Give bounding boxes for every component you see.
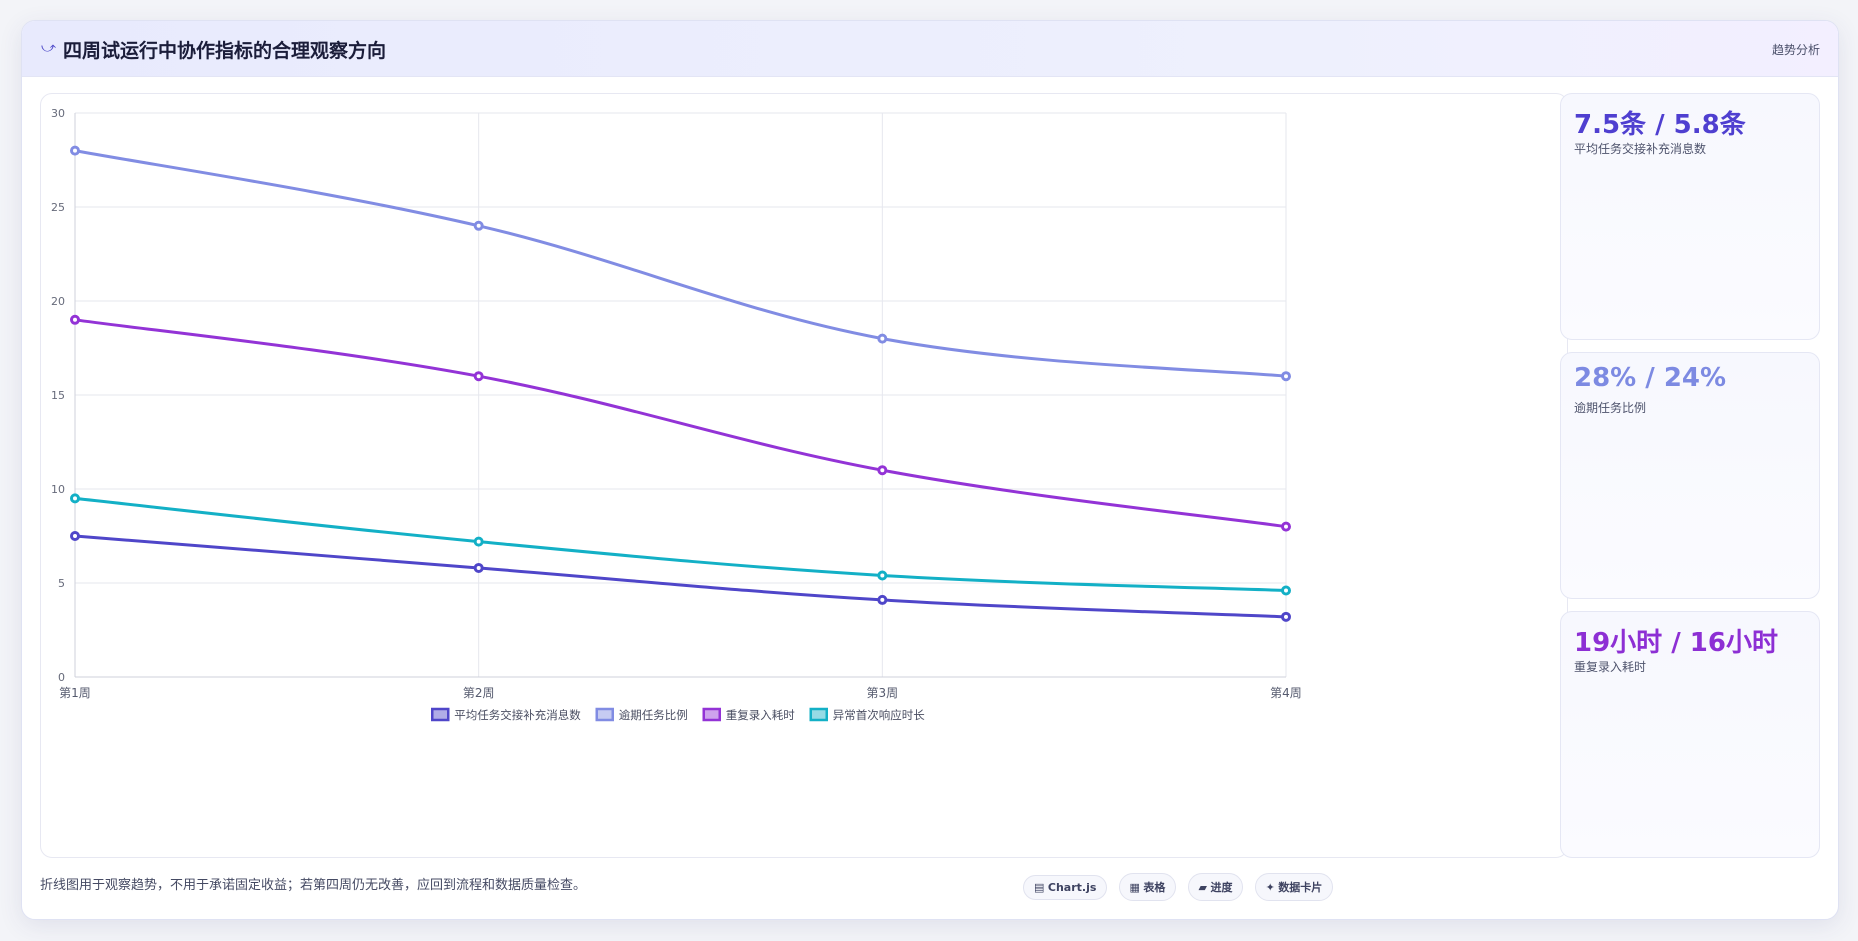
data-point — [877, 465, 888, 476]
page-title: 四周试运行中协作指标的合理观察方向 — [63, 40, 387, 62]
kpi-card-handoff-messages: 7.5条 / 5.8条 平均任务交接补充消息数 — [1560, 93, 1820, 340]
header-bar: ⤻ 四周试运行中协作指标的合理观察方向 趋势分析 — [22, 21, 1838, 77]
data-point — [473, 536, 484, 547]
data-point — [70, 145, 80, 156]
data-point — [877, 570, 888, 581]
data-point — [1281, 521, 1291, 532]
y-tick-label: 5 — [58, 577, 65, 590]
data-point — [1281, 371, 1291, 382]
y-tick-label: 20 — [51, 295, 65, 308]
data-point — [473, 220, 484, 231]
kpi-card-overdue-ratio: 28% / 24% 逾期任务比例 — [1560, 352, 1820, 599]
y-tick-label: 25 — [51, 201, 65, 214]
legend-swatch-1 — [595, 707, 614, 722]
y-tick-label: 15 — [51, 389, 65, 402]
kpi-value: 7.5条 / 5.8条 — [1574, 110, 1746, 140]
chip-chartjs[interactable]: ▤ Chart.js — [1023, 875, 1108, 900]
legend-label-3: 异常首次响应时长 — [833, 708, 925, 722]
series-line-2 — [74, 318, 1287, 529]
kpi-card-reentry-time: 19小时 / 16小时 重复录入耗时 — [1560, 611, 1820, 858]
kpi-label: 平均任务交接补充消息数 — [1574, 142, 1707, 156]
legend-swatch-0 — [431, 707, 450, 722]
series-line-1 — [74, 149, 1287, 378]
y-tick-label: 30 — [51, 107, 65, 120]
chip-progress[interactable]: ▰ 进度 — [1187, 873, 1244, 901]
trend-analysis-tag: 趋势分析 — [1771, 43, 1820, 57]
series-line-3 — [74, 496, 1287, 593]
legend-label-0: 平均任务交接补充消息数 — [454, 708, 581, 722]
data-point — [877, 594, 888, 605]
x-tick-label: 第3周 — [867, 686, 899, 700]
tech-chips: ▤ Chart.js ▦ 表格 ▰ 进度 ✦ 数据卡片 — [1023, 873, 1339, 901]
data-point — [1281, 611, 1291, 622]
line-chart-panel: 0 5 10 15 20 25 30 第1周 第2周 第3周 第4周平均任务交接补充消息数 逾期任务比… — [40, 93, 1568, 858]
legend-label-2: 重复录入耗时 — [726, 708, 795, 722]
y-tick-label: 10 — [51, 483, 65, 496]
legend-swatch-2 — [702, 707, 721, 722]
data-point — [473, 562, 484, 573]
data-point — [70, 314, 80, 325]
table-icon: ▦ — [1129, 881, 1140, 894]
chart-icon: ▤ — [1034, 881, 1045, 894]
data-point — [1281, 585, 1291, 596]
footnote-text: 折线图用于观察趋势，不用于承诺固定收益；若第四周仍无改善，应回到流程和数据质量检… — [40, 878, 587, 893]
data-point — [70, 531, 80, 541]
x-tick-label: 第1周 — [59, 686, 91, 700]
kpi-label: 重复录入耗时 — [1574, 660, 1647, 674]
x-tick-label: 第4周 — [1270, 686, 1302, 700]
data-point — [70, 493, 80, 504]
trend-arrow-icon: ⤻ — [41, 40, 56, 56]
series-line-0 — [74, 534, 1287, 619]
progress-icon: ▰ — [1198, 881, 1207, 894]
data-point — [473, 371, 484, 382]
x-tick-label: 第2周 — [463, 686, 495, 700]
kpi-value: 28% / 24% — [1574, 363, 1727, 393]
kpi-value: 19小时 / 16小时 — [1574, 628, 1778, 658]
legend-label-1: 逾期任务比例 — [619, 708, 688, 722]
data-point — [877, 333, 888, 344]
chip-table[interactable]: ▦ 表格 — [1118, 873, 1177, 901]
y-tick-label: 0 — [58, 671, 65, 684]
dashboard-card: ⤻ 四周试运行中协作指标的合理观察方向 趋势分析 0 5 10 15 20 25 30 第1周… — [21, 20, 1839, 920]
sparkle-icon: ✦ — [1265, 881, 1275, 894]
kpi-label: 逾期任务比例 — [1574, 401, 1647, 415]
legend-swatch-3 — [809, 707, 828, 722]
chip-data-cards[interactable]: ✦ 数据卡片 — [1254, 873, 1334, 901]
